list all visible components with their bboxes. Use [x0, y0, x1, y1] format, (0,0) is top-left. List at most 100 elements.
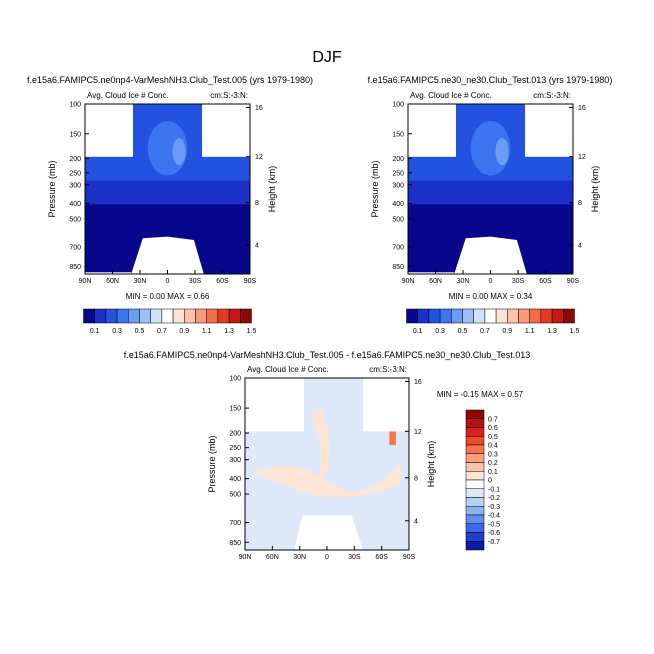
colorbar-label: -0.7	[488, 539, 500, 546]
colorbar-label: 1.5	[247, 328, 257, 335]
colorbar-swatch	[465, 479, 485, 489]
page-title: DJF	[312, 49, 342, 66]
colorbar-swatch	[116, 308, 129, 324]
colorbar-label: 1.1	[202, 328, 212, 335]
colorbar-swatch	[465, 471, 485, 481]
colorbar-swatch	[484, 308, 497, 324]
min-max-stats: MIN = -0.15 MAX = 0.57	[437, 390, 524, 399]
x-tick-label: 60N	[106, 278, 119, 285]
units-label: cm:S:-3:N:	[210, 91, 248, 100]
contour-field	[85, 104, 250, 276]
colorbar-swatch	[161, 308, 174, 324]
chart-title: f.e15a6.FAMIPC5.ne0np4-VarMeshNH3.Club_T…	[124, 350, 531, 360]
y2-tick-label: 8	[255, 200, 259, 207]
colorbar-label: -0.3	[488, 504, 500, 511]
field-name-label: Avg. Cloud Ice # Conc.	[247, 365, 329, 374]
colorbar-swatch	[228, 308, 241, 324]
y-tick-label: 400	[392, 201, 404, 208]
colorbar-swatch	[217, 308, 230, 324]
colorbar-swatch	[465, 436, 485, 446]
y-tick-label: 850	[392, 264, 404, 271]
contour-field	[245, 378, 409, 550]
x-tick-label: 90S	[567, 278, 580, 285]
colorbar-label: 0.6	[488, 425, 498, 432]
x-tick-label: 90N	[79, 278, 92, 285]
y-tick-label: 850	[229, 540, 241, 547]
colorbar-label: -0.4	[488, 513, 500, 520]
chart-title: f.e15a6.FAMIPC5.ne30_ne30.Club_Test.013 …	[368, 75, 613, 85]
field-mask	[245, 378, 305, 432]
colorbar-label: 0.9	[502, 328, 512, 335]
y-tick-label: 300	[392, 182, 404, 189]
colorbar-label: 0	[488, 478, 492, 485]
y2-tick-label: 12	[414, 429, 422, 436]
x-tick-label: 0	[325, 554, 329, 561]
x-tick-label: 90S	[244, 278, 257, 285]
colorbar-swatch	[465, 514, 485, 524]
y-tick-label: 100	[229, 376, 241, 383]
y2-tick-label: 4	[255, 243, 259, 250]
colorbar-swatch	[465, 453, 485, 463]
colorbar: 0.1 0.3 0.5 0.7 0.9 1.1 1.3 1.5	[83, 308, 257, 335]
y-tick-label: 150	[69, 131, 81, 138]
y-tick-label: 400	[69, 201, 81, 208]
x-tick-label: 30N	[457, 278, 470, 285]
colorbar-swatch	[417, 308, 430, 324]
y2-tick-label: 4	[414, 518, 418, 525]
y-tick-label: 700	[392, 244, 404, 251]
field-mask	[85, 104, 133, 157]
field-mask	[202, 104, 250, 157]
x-tick-label: 90N	[402, 278, 415, 285]
y-tick-label: 700	[229, 520, 241, 527]
field-mask	[408, 104, 456, 157]
x-tick-label: 0	[166, 278, 170, 285]
colorbar-label: 0.9	[179, 328, 189, 335]
field-mask	[131, 236, 204, 274]
colorbar-swatch	[529, 308, 542, 324]
x-tick-label: 60S	[216, 278, 229, 285]
y-tick-label: 250	[392, 170, 404, 177]
colorbar-swatch	[195, 308, 207, 324]
field-name-label: Avg. Cloud Ice # Conc.	[87, 91, 169, 100]
colorbar-swatch	[451, 308, 463, 324]
x-tick-label: 30N	[293, 554, 306, 561]
colorbar-swatch	[465, 427, 485, 437]
colorbar-swatch	[462, 308, 474, 324]
colorbar-label: 0.7	[480, 328, 490, 335]
min-max-stats: MIN = 0.00 MAX = 0.34	[449, 292, 533, 301]
field-region	[310, 408, 330, 482]
y-tick-label: 700	[69, 244, 81, 251]
x-tick-label: 0	[489, 278, 493, 285]
colorbar-swatch	[150, 308, 163, 324]
y2-tick-label: 4	[578, 243, 582, 250]
colorbar-label: -0.6	[488, 530, 500, 537]
y2-tick-label: 16	[578, 105, 586, 112]
y2-tick-label: 12	[578, 154, 586, 161]
y-tick-label: 300	[229, 457, 241, 464]
colorbar-swatch	[465, 418, 485, 428]
colorbar-swatch	[563, 308, 575, 324]
y-axis-title: Pressure (mb)	[47, 160, 57, 217]
colorbar-swatch	[465, 409, 485, 419]
colorbar-swatch	[206, 308, 219, 324]
x-tick-label: 30S	[512, 278, 525, 285]
colorbar-label: 0.4	[488, 443, 498, 450]
y-tick-label: 250	[229, 445, 241, 452]
x-tick-label: 60S	[539, 278, 552, 285]
y-tick-label: 150	[229, 406, 241, 413]
x-tick-label: 60S	[375, 554, 388, 561]
x-tick-label: 90N	[239, 554, 252, 561]
colorbar-swatch	[465, 497, 485, 507]
colorbar-swatch	[184, 308, 196, 324]
chart-panel2: f.e15a6.FAMIPC5.ne30_ne30.Club_Test.013 …	[368, 75, 613, 335]
colorbar-swatch	[428, 308, 441, 324]
colorbar-label: 0.7	[488, 416, 498, 423]
colorbar-swatch	[83, 308, 95, 324]
field-region	[389, 431, 396, 446]
y2-axis-title: Height (km)	[267, 166, 277, 213]
y-tick-label: 100	[69, 102, 81, 109]
field-region	[495, 138, 509, 166]
units-label: cm:S:-3:N:	[369, 365, 407, 374]
y2-tick-label: 8	[578, 200, 582, 207]
colorbar-swatch	[465, 444, 485, 454]
